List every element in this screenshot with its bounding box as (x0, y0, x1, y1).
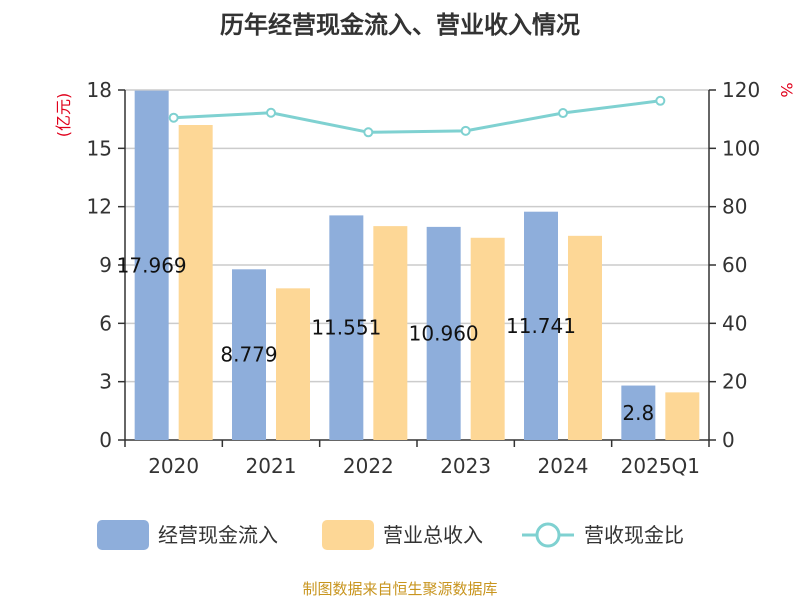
x-tick-label: 2020 (148, 454, 199, 478)
legend: 经营现金流入 营业总收入 营收现金比 (97, 520, 684, 550)
ratio-point (266, 107, 276, 118)
source-note: 制图数据来自恒生聚源数据库 (302, 580, 497, 598)
bar-cash-inflow (621, 385, 656, 440)
legend-label-cash-inflow: 经营现金流入 (158, 523, 278, 547)
left-tick-label: 12 (87, 195, 112, 219)
legend-swatch-revenue (322, 520, 374, 550)
bar-revenue (276, 288, 310, 440)
left-tick-label: 15 (87, 136, 112, 160)
left-tick-label: 0 (99, 428, 112, 452)
x-tick-label: 2022 (343, 454, 394, 478)
data-label-cash-inflow: 11.551 (311, 316, 381, 340)
right-tick-label: 0 (722, 428, 735, 452)
data-label-cash-inflow: 17.969 (117, 253, 187, 277)
ratio-line (168, 95, 666, 138)
axes: 0 3 6 9 12 15 18 0 20 40 60 80 100 120 2020 2021 2022 202… (87, 78, 761, 478)
ratio-point (558, 108, 568, 119)
left-tick-label: 18 (87, 78, 112, 102)
legend-swatch-ratio-marker (535, 522, 561, 548)
legend-label-ratio: 营收现金比 (584, 523, 684, 547)
x-tick-label: 2024 (538, 454, 589, 478)
ratio-point (460, 125, 471, 136)
bar-revenue (178, 125, 213, 440)
data-labels: 17.969 8.779 11.551 10.960 11.741 2.8 (117, 253, 655, 424)
left-axis-unit: (亿元) (54, 93, 73, 138)
chart-title: 历年经营现金流入、营业收入情况 (220, 11, 580, 39)
bar-revenue (665, 392, 700, 440)
bar-cash-inflow (524, 211, 558, 440)
bar-revenue (470, 237, 505, 440)
bar-cash-inflow (426, 226, 461, 440)
data-label-cash-inflow: 11.741 (506, 314, 576, 338)
right-tick-label: 40 (722, 311, 747, 335)
bar-cash-inflow (134, 90, 169, 440)
x-tick-label: 2021 (246, 454, 297, 478)
right-tick-label: 20 (722, 370, 747, 394)
right-tick-label: 60 (722, 253, 747, 277)
left-tick-label: 9 (99, 253, 112, 277)
legend-label-revenue: 营业总收入 (383, 523, 483, 547)
legend-swatch-cash-inflow (97, 520, 149, 550)
ratio-point (655, 95, 666, 106)
bars (134, 90, 700, 440)
data-label-cash-inflow: 2.8 (622, 401, 654, 425)
right-axis-unit: % (777, 82, 796, 97)
ratio-line-path (173, 99, 661, 134)
right-tick-label: 100 (722, 136, 760, 160)
ratio-point (168, 112, 179, 123)
bar-cash-inflow (329, 215, 364, 440)
right-tick-label: 80 (722, 195, 747, 219)
bar-revenue (568, 235, 602, 440)
bar-cash-inflow (232, 269, 266, 440)
bar-revenue (373, 226, 408, 440)
grid-lines (125, 89, 709, 383)
left-tick-label: 6 (99, 311, 112, 335)
right-tick-label: 120 (722, 78, 760, 102)
data-label-cash-inflow: 8.779 (220, 343, 277, 367)
ratio-point (363, 127, 374, 138)
x-tick-label: 2025Q1 (621, 454, 700, 478)
x-tick-label: 2023 (440, 454, 491, 478)
left-tick-label: 3 (99, 370, 112, 394)
data-label-cash-inflow: 10.960 (409, 321, 479, 345)
